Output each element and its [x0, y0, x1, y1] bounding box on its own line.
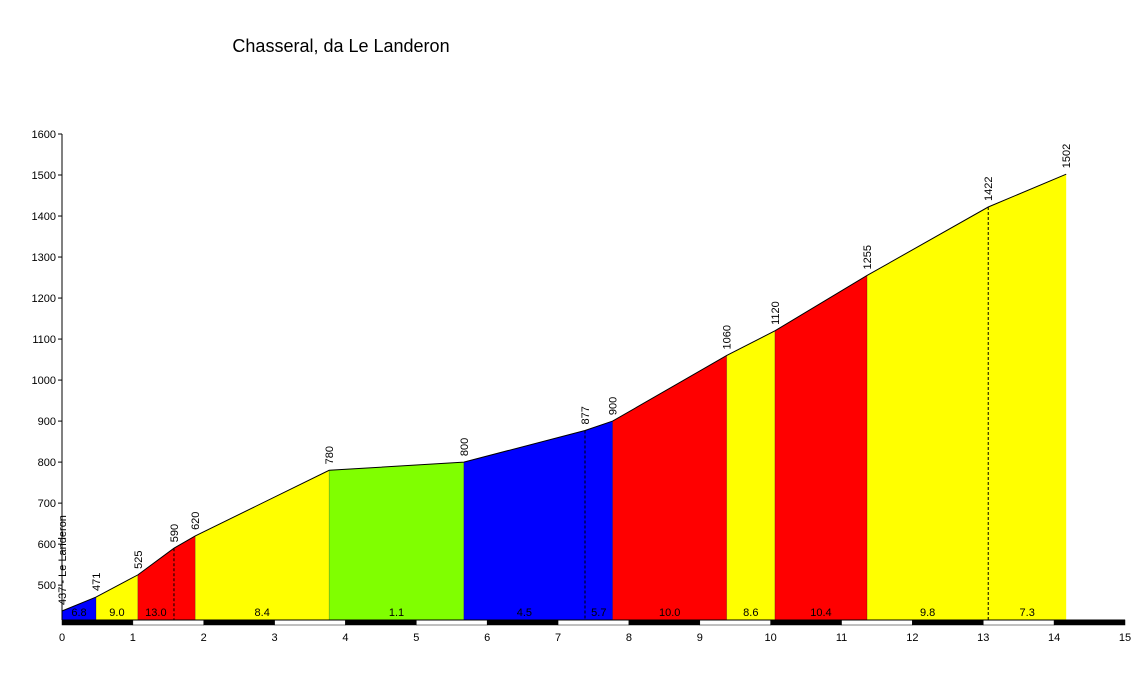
grade-label: 4.5	[517, 607, 532, 619]
segment	[96, 574, 138, 620]
grade-label: 8.6	[743, 607, 758, 619]
elevation-label: 1255	[862, 245, 874, 269]
y-tick-label: 700	[38, 498, 56, 510]
elevation-label: 900	[608, 397, 620, 415]
x-tick-label: 8	[626, 632, 632, 644]
x-tick-label: 4	[342, 632, 348, 644]
elevation-label: 437 - Le Landeron	[57, 515, 69, 605]
grade-label: 10.0	[659, 607, 680, 619]
scale-block	[1053, 619, 1126, 626]
y-tick-label: 900	[38, 416, 56, 428]
x-tick-label: 13	[977, 632, 989, 644]
grade-label: 13.0	[145, 607, 166, 619]
scale-block	[983, 619, 1055, 626]
scale-block	[770, 619, 842, 626]
y-tick-label: 1100	[32, 334, 56, 346]
scale-block	[203, 619, 275, 626]
y-tick-label: 1300	[32, 252, 56, 264]
scale-block	[912, 619, 984, 626]
y-tick-label: 600	[38, 539, 56, 551]
elevation-label: 1502	[1061, 144, 1073, 168]
y-tick-label: 1500	[32, 170, 56, 182]
x-tick-label: 10	[765, 632, 777, 644]
elevation-label: 800	[459, 438, 471, 456]
grade-label: 8.4	[255, 607, 270, 619]
scale-block	[699, 619, 771, 626]
elevation-label: 1120	[770, 301, 782, 325]
elevation-label: 590	[169, 524, 181, 542]
segment	[867, 207, 989, 620]
grade-label: 7.3	[1020, 607, 1035, 619]
y-tick-label: 1600	[32, 129, 56, 141]
scale-block	[416, 619, 488, 626]
segment	[988, 174, 1067, 621]
x-tick-label: 14	[1048, 632, 1060, 644]
segment	[726, 330, 775, 620]
scale-block	[274, 619, 346, 626]
scale-block	[345, 619, 417, 626]
segment	[584, 421, 613, 620]
scale-block	[841, 619, 913, 626]
elevation-label: 1422	[983, 177, 995, 201]
scale-block	[486, 619, 559, 626]
grade-label: 9.8	[920, 607, 935, 619]
scale-block	[628, 619, 701, 626]
grade-label: 9.0	[109, 607, 124, 619]
x-tick-label: 15	[1119, 632, 1131, 644]
x-tick-label: 0	[59, 632, 65, 644]
elevation-label: 780	[324, 446, 336, 464]
segment	[62, 597, 97, 620]
elevation-label: 877	[580, 406, 592, 424]
grade-label: 10.4	[810, 607, 831, 619]
y-tick-label: 1400	[32, 211, 56, 223]
x-tick-label: 5	[413, 632, 419, 644]
elevation-label: 525	[133, 551, 145, 569]
x-tick-label: 11	[836, 632, 847, 644]
chart-title: Chasseral, da Le Landeron	[232, 36, 449, 56]
grade-label: 5.7	[591, 607, 606, 619]
segment	[173, 535, 196, 620]
segment	[329, 462, 464, 620]
elevation-label: 471	[91, 573, 103, 591]
y-tick-label: 1200	[32, 293, 56, 305]
x-tick-label: 2	[201, 632, 207, 644]
segment	[195, 470, 330, 620]
scale-block	[132, 619, 204, 626]
scale-block	[557, 619, 630, 626]
segment	[137, 548, 174, 620]
x-tick-label: 12	[906, 632, 918, 644]
segment	[774, 275, 868, 620]
grade-label: 1.1	[389, 607, 404, 619]
profile-line	[61, 173, 1067, 612]
x-tick-label: 1	[130, 632, 136, 644]
elevation-label: 1060	[722, 325, 734, 349]
grade-label: 6.8	[71, 607, 86, 619]
x-tick-label: 3	[272, 632, 278, 644]
y-tick-label: 800	[38, 457, 56, 469]
segment	[612, 355, 727, 620]
x-tick-label: 7	[555, 632, 561, 644]
x-tick-label: 6	[484, 632, 490, 644]
y-tick-label: 1000	[32, 375, 56, 387]
segment	[463, 430, 585, 620]
y-tick-label: 500	[38, 580, 56, 592]
x-tick-label: 9	[697, 632, 703, 644]
elevation-label: 620	[190, 512, 202, 530]
scale-block	[61, 619, 134, 626]
